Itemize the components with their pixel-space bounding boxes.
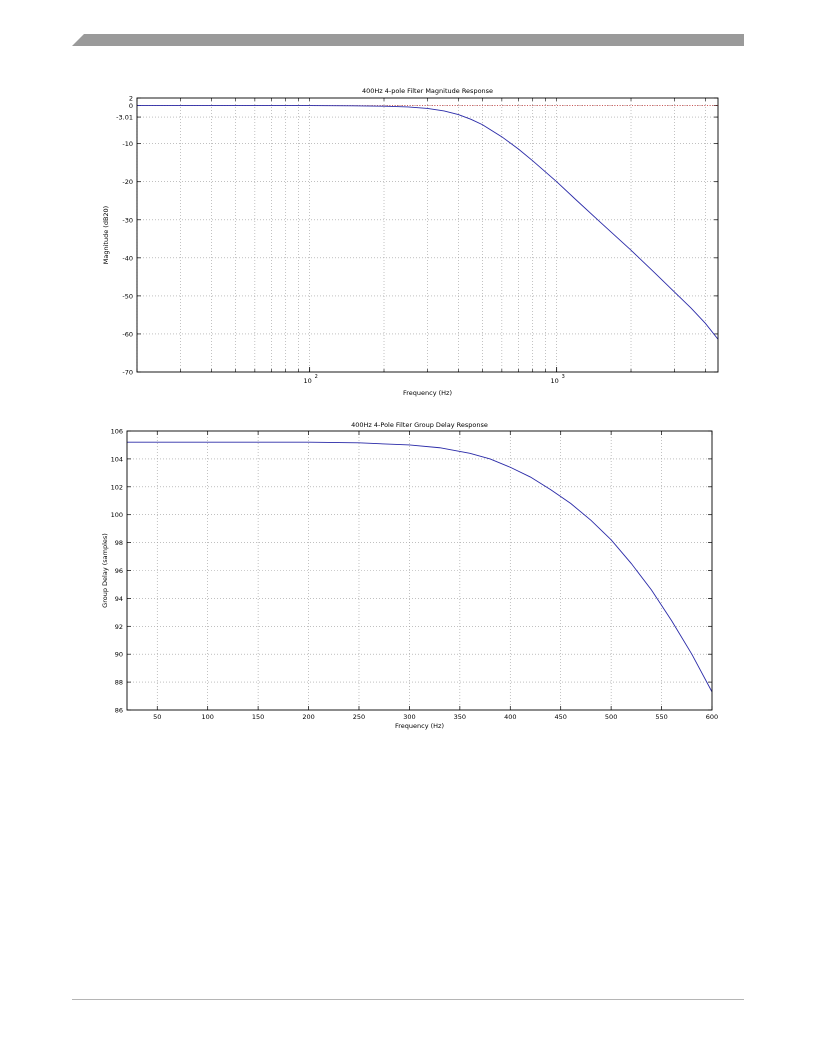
- y-tick-label: 92: [115, 623, 123, 631]
- chart-title: 400Hz 4-pole Filter Magnitude Response: [362, 87, 493, 95]
- x-tick-label: 10: [551, 377, 559, 385]
- x-tick-label: 450: [554, 713, 566, 721]
- x-tick-label: 550: [655, 713, 667, 721]
- y-tick-label: 0: [129, 102, 133, 110]
- y-tick-label: -3.01: [116, 114, 133, 122]
- y-tick-label: -20: [122, 178, 133, 186]
- magnitude-curve: [137, 105, 719, 340]
- header-bar: [72, 31, 744, 46]
- group-delay-curve: [127, 441, 713, 693]
- y-tick-label: -70: [122, 369, 133, 377]
- x-tick-label: 400: [504, 713, 516, 721]
- y-tick-label: 88: [115, 679, 123, 687]
- group-delay-chart: 50 100 150 200 250 300 350 400 450 500 550 600 86 88 9…: [101, 421, 718, 730]
- y-axis-label: Magnitude (dB20): [102, 206, 110, 264]
- plot-area: [137, 98, 718, 372]
- plot-frame: [136, 97, 719, 373]
- chart-title: 400Hz 4-Pole Filter Group Delay Response: [351, 421, 488, 429]
- x-tick-label: 100: [201, 713, 213, 721]
- x-axis-label: Frequency (Hz): [403, 389, 452, 397]
- header-bar-shape: [72, 34, 744, 46]
- y-tick-label: 2: [129, 95, 133, 103]
- y-tick-label: 96: [115, 567, 123, 575]
- x-tick-label: 350: [454, 713, 466, 721]
- x-tick-label: 500: [605, 713, 617, 721]
- y-tick-label: -10: [122, 140, 133, 148]
- y-tick-label: 100: [111, 511, 123, 519]
- x-tick-label: 200: [302, 713, 314, 721]
- y-tick-label: 104: [111, 455, 123, 463]
- x-tick-label: 600: [706, 713, 718, 721]
- x-tick-exponent: 3: [562, 374, 565, 380]
- y-tick-label: -60: [122, 330, 133, 338]
- y-tick-label: 98: [115, 539, 123, 547]
- footer-rule: [72, 999, 744, 1000]
- x-tick-label: 300: [403, 713, 415, 721]
- x-tick-label: 250: [353, 713, 365, 721]
- y-tick-label: -50: [122, 292, 133, 300]
- x-tick-label: 150: [252, 713, 264, 721]
- y-tick-label: -30: [122, 216, 133, 224]
- x-tick-exponent: 2: [315, 374, 318, 380]
- y-tick-label: 102: [111, 483, 123, 491]
- y-tick-label: 90: [115, 651, 123, 659]
- x-tick-label: 10: [304, 377, 312, 385]
- y-tick-label: 94: [115, 595, 123, 603]
- plot-frame: [126, 430, 713, 711]
- y-tick-label: 106: [111, 428, 123, 436]
- x-tick-label: 50: [153, 713, 161, 721]
- x-axis-label: Frequency (Hz): [395, 722, 444, 730]
- y-tick-label: 86: [115, 707, 123, 715]
- y-tick-label: -40: [122, 254, 133, 262]
- y-axis-label: Group Delay (samples): [101, 533, 109, 608]
- plot-area: [127, 431, 712, 710]
